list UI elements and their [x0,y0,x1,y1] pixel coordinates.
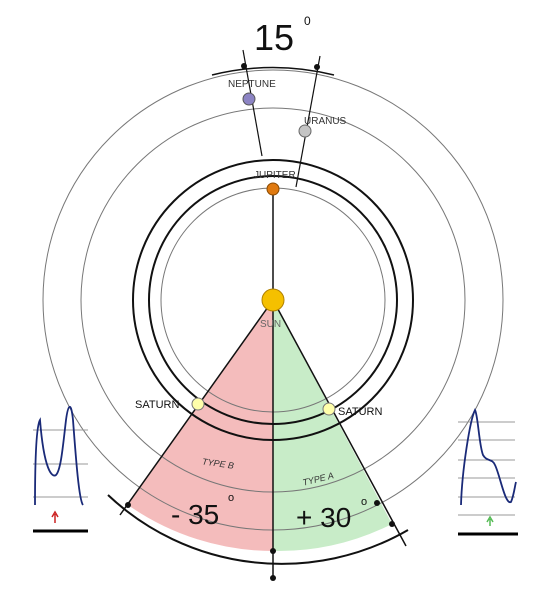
waveform-curve [34,405,84,506]
jupiter-icon [266,182,280,196]
marker-dot [270,575,276,581]
marker-dot [125,502,131,508]
radial-line-right [272,299,407,547]
waveform-curve [460,408,517,506]
top-angle-degree: 0 [304,14,311,28]
top-arc [211,66,335,76]
sun-label: SUN [260,319,281,330]
type-a-sector [273,300,392,552]
neptune-icon [242,92,256,106]
arrow-up-icon [486,515,494,526]
right-angle-degree: o [361,496,367,508]
left-angle-degree: o [228,492,234,504]
sector-arc [107,494,409,565]
marker-dot [270,548,276,554]
arrow-up-icon [51,510,59,523]
uranus-line [295,55,321,188]
marker-dot [314,64,320,70]
saturn-left-label: SATURN [135,399,179,411]
marker-dot [241,63,247,69]
saturn-left-icon [191,397,205,411]
right-angle-value: + 30 [296,502,351,533]
marker-dot [374,500,380,506]
saturn-right-icon [322,402,336,416]
marker-dot [389,521,395,527]
type-b-label: TYPE B [201,456,234,470]
waveform-left [33,405,88,533]
neptune-label: NEPTUNE [228,79,276,90]
left-angle-value: - 35 [171,499,219,530]
saturn-right-label: SATURN [338,406,382,418]
waveform-right [458,408,518,536]
uranus-label: URANUS [304,116,347,127]
jupiter-label: JUPITER [254,170,296,181]
sun-icon [261,288,285,312]
uranus-icon [298,124,312,138]
top-angle-value: 15 [254,17,294,58]
